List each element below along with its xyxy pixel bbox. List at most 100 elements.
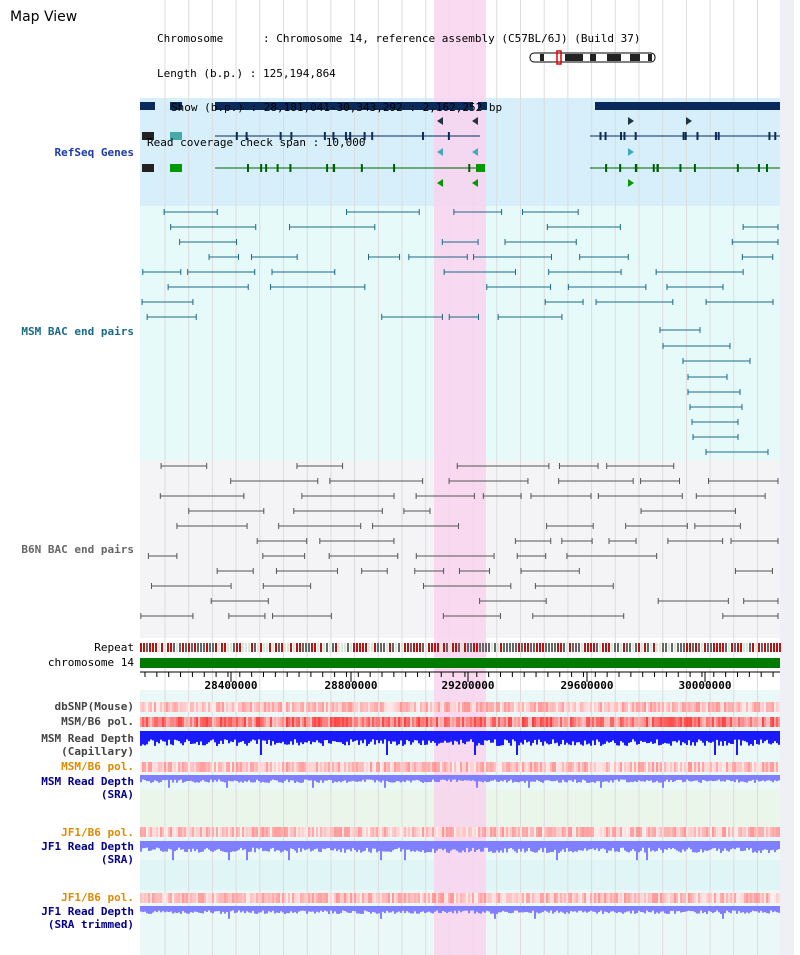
heat-cell [446,827,448,837]
heat-cell [274,893,276,903]
depth-bar [566,731,568,743]
depth-bar [652,731,654,744]
heat-cell [662,702,664,712]
heat-cell [270,762,272,772]
depth-bar [270,906,272,913]
heat-cell [422,702,424,712]
heat-cell [688,762,690,772]
track-label-b6n-bac[interactable]: B6N BAC end pairs [21,543,134,556]
ideogram-band [565,54,583,61]
exon [247,164,250,172]
depth-bar [546,841,548,853]
heat-cell [260,762,262,772]
track-label-refseq-genes[interactable]: RefSeq Genes [54,146,134,159]
heat-cell [460,717,462,727]
depth-bar [576,731,578,743]
depth-bar [396,731,398,746]
depth-bar [568,906,570,914]
heat-cell [528,893,530,903]
depth-bar [156,775,158,782]
repeat-mark [767,643,769,652]
heat-cell [702,702,704,712]
heat-cell [282,717,284,727]
heat-cell [696,702,698,712]
heat-cell [712,762,714,772]
depth-bar [724,731,726,742]
heat-cell [634,827,636,837]
depth-bar [534,841,536,853]
heat-cell [364,702,366,712]
depth-bar [604,775,606,782]
depth-bar [326,775,328,781]
repeat-mark [260,643,262,652]
repeat-mark [242,643,244,652]
heat-cell [260,702,262,712]
depth-bar [284,731,286,745]
depth-bar [374,906,376,913]
depth-bar [710,841,712,850]
heat-cell [370,762,372,772]
depth-bar [662,731,664,744]
depth-bar [386,906,388,911]
heat-cell [614,762,616,772]
heat-cell [140,827,142,837]
heat-cell [342,717,344,727]
depth-bar [494,841,496,853]
depth-bar [336,841,338,852]
repeat-mark [647,643,649,652]
depth-bar [550,906,552,911]
depth-bar [752,731,754,746]
depth-bar [266,775,268,783]
repeat-mark [443,643,445,652]
heat-cell [420,893,422,903]
heat-cell [686,762,688,772]
depth-bar [694,775,696,781]
depth-bar [730,906,732,914]
depth-bar [524,731,526,740]
heat-cell [698,702,700,712]
depth-bar [186,841,188,852]
track-label-msm-bac[interactable]: MSM BAC end pairs [21,325,134,338]
heat-cell [568,702,570,712]
depth-bar [546,775,548,781]
depth-bar [460,775,462,781]
heat-cell [292,762,294,772]
depth-bar [702,775,704,780]
heat-cell [638,717,640,727]
heat-cell [450,893,452,903]
heat-cell [330,893,332,903]
heat-cell [598,717,600,727]
exon [363,132,366,140]
repeat-mark [725,643,727,652]
repeat-mark [227,643,229,652]
depth-bar [364,841,366,851]
depth-bar [672,731,674,742]
repeat-mark [521,643,523,652]
heat-cell [744,702,746,712]
depth-bar [478,841,480,850]
heat-cell [242,827,244,837]
heat-cell [714,827,716,837]
heat-cell [198,893,200,903]
heat-cell [608,827,610,837]
heat-cell [736,893,738,903]
heat-cell [186,702,188,712]
heat-cell [474,827,476,837]
depth-bar [762,841,764,851]
depth-bar [324,731,326,741]
depth-bar [738,775,740,783]
heat-cell [570,762,572,772]
depth-bar [286,841,288,852]
depth-bar [226,775,228,788]
depth-bar [608,906,610,914]
depth-bar [208,906,210,911]
heat-cell [778,827,780,837]
repeat-mark [635,643,637,652]
heat-cell [200,717,202,727]
heat-cell [562,827,564,837]
depth-bar [208,775,210,783]
depth-bar [378,841,380,851]
heat-cell [598,702,600,712]
heat-cell [692,717,694,727]
